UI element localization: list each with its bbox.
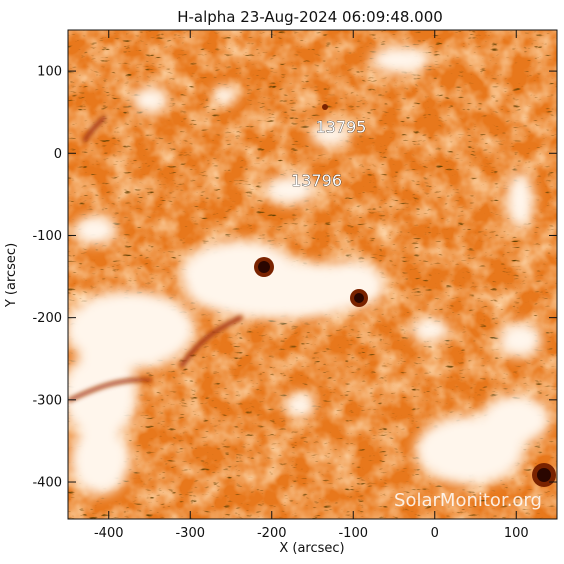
plot-frame xyxy=(67,29,558,520)
figure-title: H-alpha 23-Aug-2024 06:09:48.000 xyxy=(177,8,443,26)
region-label: 13795 xyxy=(316,118,367,137)
y-tick-label: -100 xyxy=(32,229,62,244)
y-axis-ticks: 100 0 -100 -200 -300 -400 xyxy=(32,65,557,491)
y-axis-label: Y (arcsec) xyxy=(4,243,19,308)
x-axis-label: X (arcsec) xyxy=(279,541,344,556)
y-tick-label: -400 xyxy=(32,476,62,491)
y-tick-label: -200 xyxy=(32,311,62,326)
sunspots xyxy=(254,104,556,487)
y-tick-label: 0 xyxy=(54,147,62,162)
filaments xyxy=(68,115,243,402)
y-tick-label: -300 xyxy=(32,393,62,408)
region-label: 13796 xyxy=(291,171,342,190)
y-tick-label: 100 xyxy=(37,65,62,80)
x-axis-ticks: -400 -300 -200 -100 0 100 xyxy=(94,30,529,541)
x-tick-label: 100 xyxy=(504,526,529,541)
solar-image: 13795 13796 SolarMonitor.org xyxy=(68,30,557,519)
region-labels: 13795 13796 xyxy=(291,117,367,190)
x-tick-label: -300 xyxy=(175,526,205,541)
x-tick-label: -100 xyxy=(338,526,368,541)
x-tick-label: -200 xyxy=(257,526,287,541)
watermark: SolarMonitor.org xyxy=(394,490,542,511)
x-tick-label: -400 xyxy=(94,526,124,541)
x-tick-label: 0 xyxy=(431,526,439,541)
